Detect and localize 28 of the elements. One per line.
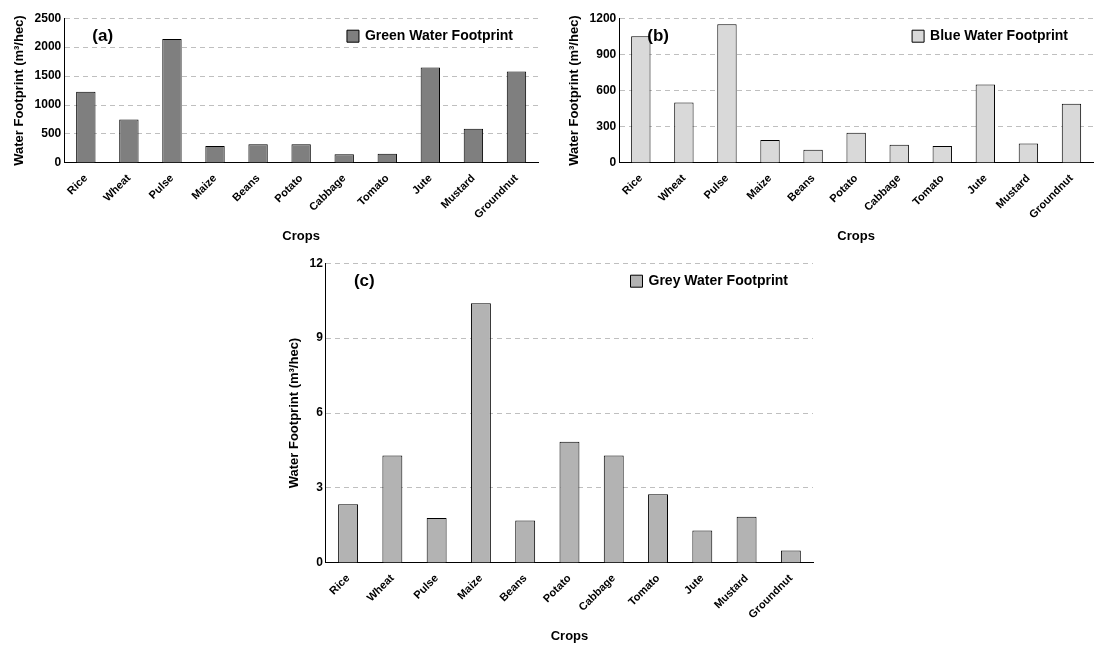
y-tick-label: 2000 — [34, 39, 62, 54]
y-tick-label: 0 — [54, 155, 62, 170]
y-axis-title: Water Footprint (m³/hec) — [11, 15, 27, 166]
y-axis-title: Water Footprint (m³/hec) — [286, 337, 302, 489]
legend-label: Grey Water Footprint — [648, 272, 789, 289]
y-tick-label: 900 — [596, 46, 617, 61]
y-tick-label: 1000 — [34, 97, 62, 112]
y-tick-label: 6 — [316, 405, 324, 420]
y-tick-label: 1500 — [34, 68, 62, 83]
y-tick-label: 500 — [41, 126, 62, 141]
y-tick-label: 300 — [596, 119, 617, 134]
annotation: (b) — [647, 26, 670, 46]
x-axis-title: Crops — [282, 227, 320, 243]
y-tick-label: 600 — [596, 82, 617, 97]
annotation: (c) — [353, 271, 375, 291]
x-axis-title: Crops — [837, 227, 875, 243]
y-tick-label: 3 — [316, 480, 324, 495]
y-axis-title: Water Footprint (m³/hec) — [566, 15, 582, 166]
y-tick-label: 2500 — [34, 10, 62, 25]
y-tick-label: 9 — [316, 330, 324, 345]
legend-label: Green Water Footprint — [364, 27, 514, 44]
legend-label: Blue Water Footprint — [930, 27, 1069, 44]
y-tick-label: 1200 — [589, 10, 617, 25]
annotation: (a) — [92, 26, 114, 46]
y-tick-label: 0 — [316, 555, 324, 570]
y-tick-label: 0 — [609, 155, 617, 170]
y-tick-label: 12 — [309, 255, 324, 270]
x-axis-title: Crops — [550, 627, 589, 643]
